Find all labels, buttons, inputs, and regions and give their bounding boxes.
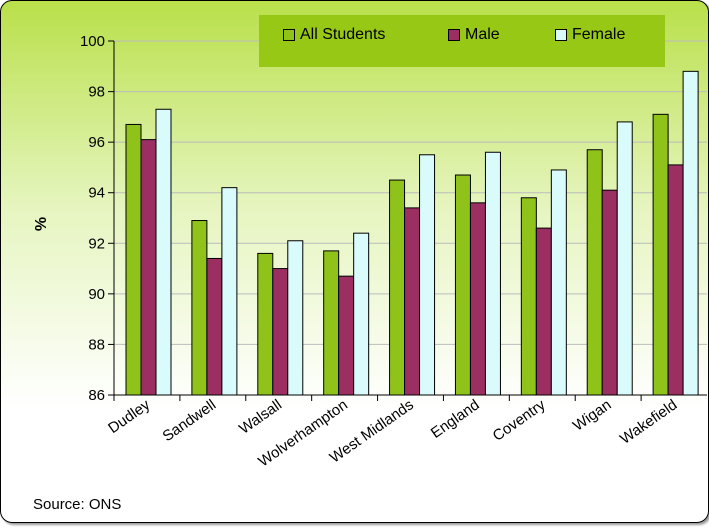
- axes: [113, 41, 707, 401]
- legend-item-female: Female: [555, 25, 625, 45]
- legend-item-all-students: All Students: [283, 25, 385, 45]
- legend-swatch-female: [555, 29, 567, 41]
- y-tick-label-92: 92: [88, 235, 105, 252]
- y-tick-label-94: 94: [88, 185, 105, 202]
- bar-all-students-dudley: [125, 123, 142, 396]
- bar-male-england: [469, 202, 486, 396]
- bar-male-coventry: [535, 227, 552, 396]
- legend: All Students Male Female: [259, 15, 665, 67]
- legend-swatch-male: [448, 29, 460, 41]
- y-tick-label-98: 98: [88, 84, 105, 101]
- bar-female-walsall: [287, 240, 304, 396]
- x-tick-label-sandwell: Sandwell: [160, 396, 220, 445]
- source-note: Source: ONS: [33, 496, 122, 513]
- legend-item-male: Male: [448, 25, 500, 45]
- y-tick-label-90: 90: [88, 286, 105, 303]
- legend-label-male: Male: [465, 26, 500, 43]
- bar-male-wolverhampton: [338, 275, 355, 396]
- legend-label-all-students: All Students: [300, 26, 386, 43]
- x-tick-label-dudley: Dudley: [105, 396, 153, 437]
- legend-label-female: Female: [572, 26, 626, 43]
- bar-female-wigan: [616, 121, 633, 396]
- y-tick-label-100: 100: [80, 33, 105, 50]
- bar-all-students-west-midlands: [389, 179, 406, 396]
- bar-all-students-coventry: [520, 197, 537, 396]
- bar-male-wigan: [601, 189, 618, 396]
- bar-all-students-sandwell: [191, 220, 208, 396]
- x-tick-label-england: England: [428, 396, 483, 442]
- bar-male-wakefield: [667, 164, 684, 396]
- bar-all-students-england: [454, 174, 471, 396]
- x-tick-label-wakefield: Wakefield: [617, 396, 680, 447]
- bar-female-sandwell: [221, 187, 238, 396]
- bar-male-sandwell: [206, 257, 223, 396]
- y-tick-label-88: 88: [88, 336, 105, 353]
- x-tick-label-wigan: Wigan: [570, 396, 615, 434]
- bar-female-west-midlands: [419, 154, 436, 396]
- bar-all-students-wolverhampton: [323, 250, 340, 396]
- x-tick-label-coventry: Coventry: [490, 396, 549, 445]
- bar-female-wakefield: [682, 70, 699, 396]
- bar-female-wolverhampton: [353, 232, 370, 396]
- bar-female-england: [484, 151, 501, 396]
- y-tick-labels: 86 88 90 92 94 96 98 100: [80, 33, 105, 404]
- bar-all-students-wakefield: [652, 113, 669, 396]
- y-tick-label-86: 86: [88, 387, 105, 404]
- bar-male-dudley: [140, 139, 157, 396]
- y-axis-label: %: [33, 216, 51, 232]
- bar-all-students-walsall: [257, 252, 274, 396]
- bar-female-dudley: [155, 108, 172, 396]
- x-tick-label-walsall: Walsall: [236, 396, 285, 437]
- bar-male-walsall: [272, 268, 289, 396]
- bar-female-coventry: [550, 169, 567, 396]
- bar-all-students-wigan: [586, 149, 603, 396]
- bar-male-west-midlands: [404, 207, 421, 396]
- legend-swatch-all-students: [283, 29, 295, 41]
- bars: [125, 70, 699, 396]
- y-tick-label-96: 96: [88, 134, 105, 151]
